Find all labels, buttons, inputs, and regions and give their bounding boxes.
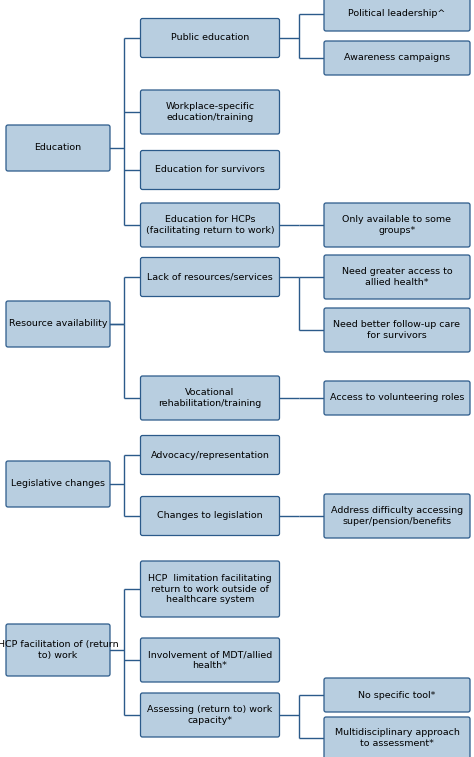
- FancyBboxPatch shape: [140, 497, 280, 535]
- FancyBboxPatch shape: [6, 624, 110, 676]
- Text: Changes to legislation: Changes to legislation: [157, 512, 263, 521]
- Text: Lack of resources/services: Lack of resources/services: [147, 273, 273, 282]
- FancyBboxPatch shape: [324, 0, 470, 31]
- Text: No specific tool*: No specific tool*: [358, 690, 436, 699]
- Text: HCP  limitation facilitating
return to work outside of
healthcare system: HCP limitation facilitating return to wo…: [148, 574, 272, 604]
- FancyBboxPatch shape: [324, 381, 470, 415]
- FancyBboxPatch shape: [140, 561, 280, 617]
- Text: Resource availability: Resource availability: [9, 319, 107, 329]
- Text: Advocacy/representation: Advocacy/representation: [151, 450, 269, 459]
- FancyBboxPatch shape: [6, 125, 110, 171]
- FancyBboxPatch shape: [140, 376, 280, 420]
- FancyBboxPatch shape: [324, 678, 470, 712]
- Text: Workplace-specific
education/training: Workplace-specific education/training: [165, 102, 255, 122]
- Text: HCP facilitation of (return
to) work: HCP facilitation of (return to) work: [0, 640, 118, 659]
- FancyBboxPatch shape: [140, 151, 280, 189]
- Text: Assessing (return to) work
capacity*: Assessing (return to) work capacity*: [147, 706, 273, 724]
- FancyBboxPatch shape: [324, 717, 470, 757]
- FancyBboxPatch shape: [140, 90, 280, 134]
- FancyBboxPatch shape: [140, 435, 280, 475]
- Text: Address difficulty accessing
super/pension/benefits: Address difficulty accessing super/pensi…: [331, 506, 463, 525]
- Text: Education for HCPs
(facilitating return to work): Education for HCPs (facilitating return …: [146, 215, 274, 235]
- Text: Multidisciplinary approach
to assessment*: Multidisciplinary approach to assessment…: [335, 728, 459, 748]
- Text: Legislative changes: Legislative changes: [11, 479, 105, 488]
- FancyBboxPatch shape: [140, 638, 280, 682]
- FancyBboxPatch shape: [324, 203, 470, 247]
- FancyBboxPatch shape: [324, 41, 470, 75]
- FancyBboxPatch shape: [6, 461, 110, 507]
- Text: Access to volunteering roles: Access to volunteering roles: [330, 394, 464, 403]
- FancyBboxPatch shape: [324, 255, 470, 299]
- Text: Vocational
rehabilitation/training: Vocational rehabilitation/training: [158, 388, 262, 408]
- Text: Education: Education: [35, 144, 82, 152]
- Text: Awareness campaigns: Awareness campaigns: [344, 54, 450, 63]
- Text: Need greater access to
allied health*: Need greater access to allied health*: [342, 267, 452, 287]
- Text: Need better follow-up care
for survivors: Need better follow-up care for survivors: [334, 320, 461, 340]
- FancyBboxPatch shape: [140, 257, 280, 297]
- Text: Involvement of MDT/allied
health*: Involvement of MDT/allied health*: [148, 650, 272, 670]
- FancyBboxPatch shape: [140, 693, 280, 737]
- Text: Political leadership^: Political leadership^: [348, 10, 446, 18]
- Text: Education for survivors: Education for survivors: [155, 166, 265, 175]
- FancyBboxPatch shape: [324, 308, 470, 352]
- FancyBboxPatch shape: [140, 18, 280, 58]
- Text: Only available to some
groups*: Only available to some groups*: [343, 215, 452, 235]
- Text: Public education: Public education: [171, 33, 249, 42]
- FancyBboxPatch shape: [324, 494, 470, 538]
- FancyBboxPatch shape: [6, 301, 110, 347]
- FancyBboxPatch shape: [140, 203, 280, 247]
